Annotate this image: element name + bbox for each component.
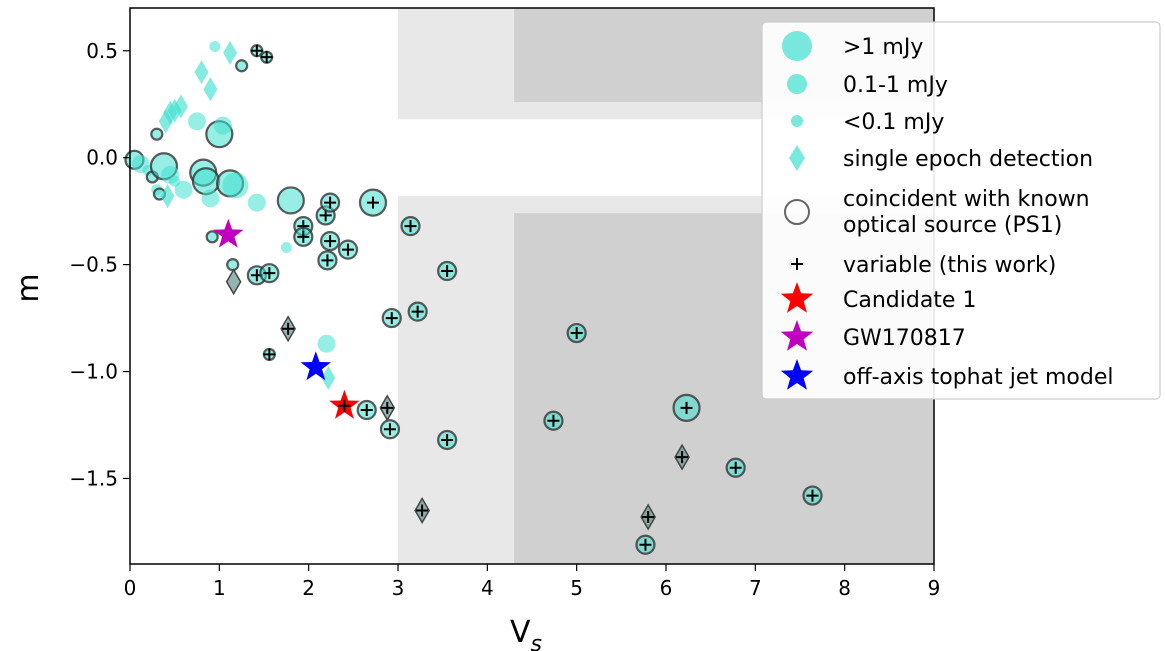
single-epoch-diamond bbox=[223, 40, 238, 65]
variable-plus-marker bbox=[570, 327, 583, 340]
data-point bbox=[235, 59, 249, 73]
x-tick-label: 8 bbox=[838, 576, 851, 600]
data-point bbox=[201, 189, 220, 208]
variable-plus-marker bbox=[416, 504, 429, 517]
legend-marker bbox=[780, 320, 814, 351]
legend-marker bbox=[782, 31, 812, 61]
variable-plus-marker bbox=[642, 510, 655, 523]
data-point bbox=[191, 167, 221, 196]
legend-label: single epoch detection bbox=[843, 147, 1093, 172]
star-marker bbox=[300, 351, 331, 381]
single-epoch-diamond bbox=[160, 184, 175, 209]
variable-plus-marker bbox=[729, 461, 742, 474]
legend-marker bbox=[789, 145, 805, 171]
variable-plus-marker bbox=[360, 404, 373, 417]
x-tick-label: 0 bbox=[124, 576, 137, 600]
variable-plus-marker bbox=[676, 451, 689, 464]
variable-plus-marker bbox=[385, 312, 398, 325]
star-marker bbox=[213, 218, 244, 248]
variable-plus-marker bbox=[680, 401, 693, 414]
variable-plus-marker bbox=[263, 348, 276, 361]
y-tick-label: −1.5 bbox=[69, 466, 118, 490]
single-epoch-diamond bbox=[225, 268, 242, 296]
variable-plus-marker bbox=[341, 243, 354, 256]
y-tick-label: 0.5 bbox=[86, 39, 118, 63]
x-tick-label: 1 bbox=[213, 576, 226, 600]
legend-label: coincident with known bbox=[843, 187, 1090, 212]
single-epoch-diamond bbox=[321, 365, 336, 390]
variable-plus-marker bbox=[404, 220, 417, 233]
variable-plus-marker bbox=[806, 489, 819, 502]
y-tick-label: −1.0 bbox=[69, 360, 118, 384]
variable-plus-marker bbox=[383, 423, 396, 436]
legend-box bbox=[761, 21, 1161, 400]
variable-plus-marker bbox=[441, 265, 454, 278]
x-tick-label: 7 bbox=[749, 576, 762, 600]
legend-marker bbox=[780, 359, 814, 390]
legend-label: off-axis tophat jet model bbox=[843, 365, 1114, 390]
variable-plus-marker bbox=[547, 414, 560, 427]
y-axis: 0.5 0.0 −0.5 −1.0 −1.5 bbox=[69, 39, 130, 490]
variable-plus-marker bbox=[297, 230, 310, 243]
data-point bbox=[188, 112, 206, 131]
data-point bbox=[205, 230, 219, 244]
data-point bbox=[226, 258, 240, 272]
data-point bbox=[280, 242, 292, 254]
variable-plus-marker bbox=[260, 51, 273, 64]
data-point bbox=[213, 116, 232, 135]
x-tick-label: 3 bbox=[392, 576, 405, 600]
variable-plus-marker bbox=[411, 305, 424, 318]
variable-plus-marker bbox=[338, 399, 351, 412]
data-point bbox=[317, 334, 336, 353]
x-tick-label: 4 bbox=[481, 576, 494, 600]
variable-plus-marker bbox=[791, 258, 803, 270]
variable-plus-marker bbox=[324, 196, 337, 209]
variable-plus-marker bbox=[366, 196, 379, 209]
legend-marker bbox=[787, 74, 807, 94]
variable-plus-marker bbox=[441, 433, 454, 446]
variable-plus-marker bbox=[263, 267, 276, 280]
x-tick-label: 6 bbox=[660, 576, 673, 600]
data-point bbox=[174, 180, 193, 199]
y-tick-label: 0.0 bbox=[86, 146, 118, 170]
variable-plus-marker bbox=[381, 401, 394, 414]
legend-label: 0.1-1 mJy bbox=[843, 73, 948, 98]
x-tick-label: 9 bbox=[928, 576, 941, 600]
x-tick-label: 5 bbox=[570, 576, 583, 600]
legend-label: optical source (PS1) bbox=[843, 213, 1062, 238]
y-tick-label: −0.5 bbox=[69, 253, 118, 277]
legend-marker bbox=[780, 282, 814, 313]
legend-label: variable (this work) bbox=[843, 253, 1056, 278]
data-point bbox=[222, 172, 249, 199]
variable-plus-marker bbox=[639, 538, 652, 551]
data-point bbox=[150, 127, 164, 141]
legend: >1 mJy 0.1-1 mJy <0.1 mJy single epoch dete… bbox=[761, 21, 1161, 400]
data-point bbox=[247, 193, 266, 212]
x-axis-title: Vs bbox=[510, 615, 542, 651]
variable-plus-marker bbox=[321, 254, 334, 267]
x-axis: 0 1 2 3 4 5 6 7 8 9 bbox=[124, 564, 941, 600]
variable-plus-marker bbox=[282, 322, 295, 335]
data-point bbox=[276, 186, 305, 215]
legend-label: GW170817 bbox=[843, 326, 966, 351]
variable-plus-marker bbox=[250, 44, 263, 57]
legend-label: Candidate 1 bbox=[843, 288, 976, 313]
y-axis-title: m bbox=[11, 273, 46, 302]
data-point bbox=[209, 40, 221, 52]
legend-label: >1 mJy bbox=[843, 35, 923, 60]
legend-label: <0.1 mJy bbox=[843, 110, 944, 135]
legend-marker bbox=[791, 115, 803, 127]
single-epoch-diamond bbox=[194, 60, 209, 85]
legend-marker bbox=[784, 199, 810, 225]
x-tick-label: 2 bbox=[302, 576, 315, 600]
single-epoch-diamond bbox=[203, 77, 218, 102]
variable-plus-marker bbox=[324, 235, 337, 248]
single-epoch-diamond bbox=[173, 94, 188, 119]
